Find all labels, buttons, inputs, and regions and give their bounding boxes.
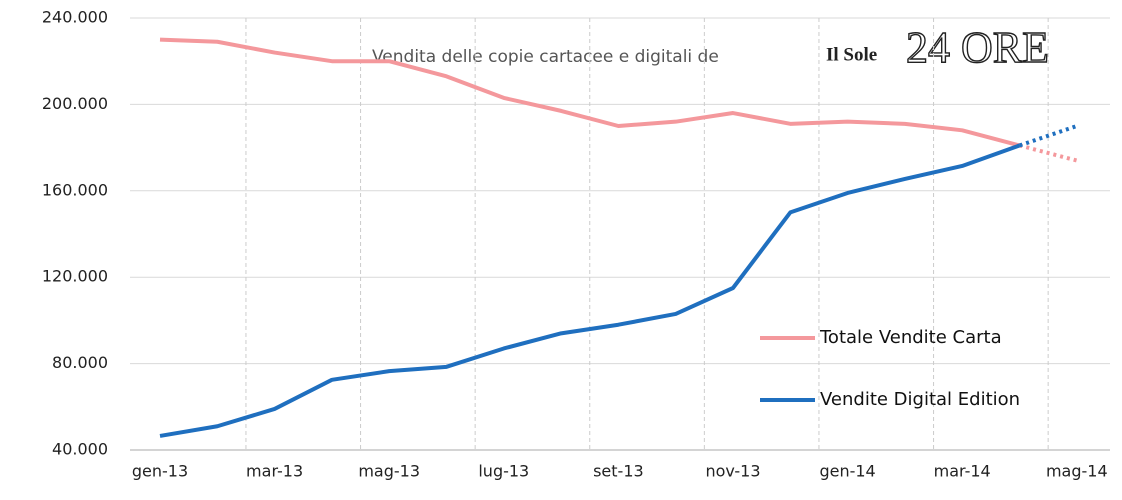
- x-tick-label: set-13: [593, 462, 644, 481]
- x-tick-label: gen-14: [819, 462, 875, 481]
- logo-big: 24 ORE: [906, 23, 1049, 72]
- legend-label: Vendite Digital Edition: [820, 389, 1020, 410]
- x-tick-label: lug-13: [478, 462, 529, 481]
- y-tick-label: 160.000: [42, 180, 108, 199]
- series-projection: [1018, 124, 1078, 148]
- x-tick-label: nov-13: [705, 462, 760, 481]
- series-line: [159, 37, 1021, 148]
- y-tick-label: 120.000: [42, 267, 108, 286]
- y-tick-label: 240.000: [42, 8, 108, 27]
- x-tick-label: gen-13: [132, 462, 188, 481]
- x-tick-label: mag-14: [1046, 462, 1108, 481]
- series-line: [159, 143, 1021, 438]
- series-projection: [1018, 143, 1078, 163]
- y-tick-label: 200.000: [42, 94, 108, 113]
- x-tick-label: mag-13: [358, 462, 420, 481]
- legend-label: Totale Vendite Carta: [819, 327, 1002, 348]
- chart-title: Vendita delle copie cartacee e digitali …: [372, 47, 719, 67]
- logo-small: Il Sole: [826, 44, 877, 65]
- x-tick-label: mar-14: [934, 462, 991, 481]
- y-tick-label: 40.000: [52, 440, 108, 459]
- plot: 40.000 80.000 120.000 160.000 200.000 240.000…: [42, 8, 1110, 481]
- x-tick-label: mar-13: [246, 462, 303, 481]
- y-tick-label: 80.000: [52, 353, 108, 372]
